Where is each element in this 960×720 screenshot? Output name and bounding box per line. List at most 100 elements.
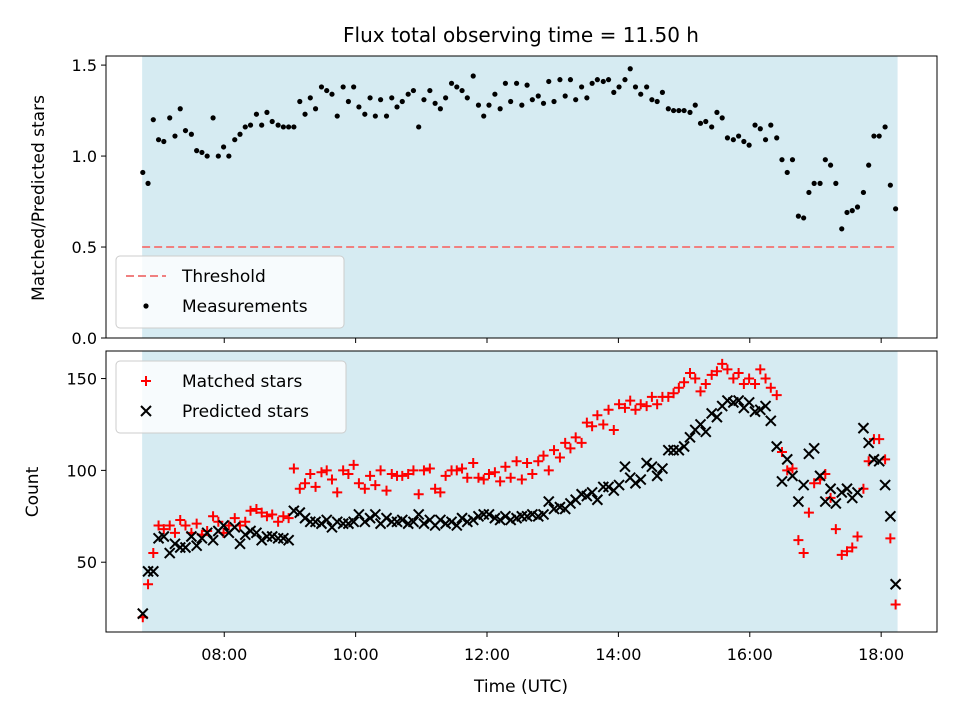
predicted-stars-point (158, 530, 170, 543)
xtick-label: 16:00 (727, 645, 773, 664)
xtick-label: 12:00 (464, 645, 510, 664)
measurements-point (372, 113, 378, 119)
matched-stars-point (153, 520, 164, 531)
predicted-stars-point (862, 437, 875, 449)
predicted-stars-point (684, 431, 696, 444)
matched-stars-point (316, 467, 327, 478)
measurements-point (345, 98, 352, 105)
legend-marker-swatch (141, 376, 151, 386)
predicted-stars-point (543, 495, 555, 508)
measurements-point (399, 98, 405, 105)
measurements-point (649, 97, 655, 103)
predicted-stars-point (765, 415, 777, 427)
matched-stars-point (619, 402, 630, 413)
measurements-point (497, 106, 503, 112)
matched-stars-point (614, 399, 625, 410)
measurements-point (557, 77, 563, 83)
measurements-point (334, 113, 340, 119)
measurements-point (324, 87, 330, 94)
measurements-point (356, 104, 362, 110)
predicted-stars-point (359, 516, 371, 528)
matched-stars-point (424, 463, 435, 474)
measurements-point (670, 107, 677, 114)
matched-stars-point (522, 458, 533, 469)
matched-stars-point (267, 509, 278, 520)
measurements-point (893, 206, 899, 212)
measurements-point (172, 133, 178, 139)
matched-stars-point (603, 404, 614, 415)
measurements-point (887, 182, 893, 188)
measurements-point (508, 98, 514, 105)
predicted-stars-point (711, 411, 723, 423)
bottom-ytick-label: 100 (66, 461, 97, 480)
matched-stars-point (874, 434, 885, 445)
matched-stars-point (673, 382, 684, 393)
matched-stars-point (240, 516, 251, 527)
predicted-stars-point (814, 470, 826, 482)
matched-stars-point (527, 469, 538, 480)
matched-stars-point (468, 458, 479, 469)
matched-stars-point (381, 485, 392, 496)
matched-stars-point (635, 399, 646, 410)
top-panel: 0.0 0.5 1.0 1.5 Threshold Measurements (72, 55, 938, 348)
measurements-point (405, 91, 411, 97)
xtick-label: 08:00 (201, 645, 247, 664)
measurements-point (367, 95, 373, 101)
measurements-point (410, 87, 417, 94)
top-ytick-label: 1.0 (72, 147, 97, 166)
measurements-point (876, 133, 882, 139)
predicted-stars-point (836, 486, 848, 499)
measurements-point (774, 135, 780, 141)
matched-stars-point (885, 533, 896, 544)
measurements-point (871, 133, 877, 139)
measurements-point (513, 80, 520, 86)
predicted-stars-point (602, 481, 615, 493)
predicted-stars-point (315, 517, 328, 530)
measurements-point (340, 84, 346, 90)
legend-label: Threshold (181, 267, 266, 287)
matched-stars-point (435, 487, 446, 498)
predicted-stars-point (201, 527, 213, 539)
matched-stars-point (375, 465, 386, 476)
measurements-point (194, 148, 200, 154)
matched-stars-point (256, 507, 267, 518)
measurements-point (421, 97, 427, 103)
measurements-point (687, 109, 693, 115)
predicted-stars-point (190, 539, 203, 552)
measurements-point (475, 102, 482, 108)
measurements-point (703, 118, 709, 125)
predicted-stars-point (771, 440, 783, 453)
measurements-point (232, 137, 238, 143)
measurements-point (562, 93, 568, 99)
matched-stars-point (830, 524, 841, 535)
matched-stars-point (440, 470, 451, 481)
measurements-point (215, 153, 221, 159)
matched-stars-point (457, 463, 468, 474)
matched-stars-point (538, 450, 549, 461)
predicted-stars-point (451, 519, 463, 532)
predicted-stars-point (347, 516, 360, 528)
measurements-point (551, 98, 557, 105)
measurements-point (697, 120, 704, 126)
matched-stars-point (549, 445, 560, 456)
measurements-point (736, 133, 742, 139)
predicted-stars-point (434, 514, 447, 526)
matched-stars-point (587, 421, 598, 432)
predicted-stars-point (673, 444, 685, 456)
predicted-stars-point (792, 495, 805, 508)
bottom-legend: Matched stars Predicted stars (115, 360, 347, 434)
top-panel-ylabel: Matched/Predicted stars (29, 95, 49, 301)
measurements-point (676, 107, 682, 114)
top-legend-box (115, 255, 345, 329)
predicted-stars-point (619, 460, 631, 473)
matched-stars-point (825, 492, 836, 503)
matched-stars-point (852, 531, 863, 542)
matched-stars-point (679, 377, 690, 388)
measurements-point (155, 137, 162, 143)
measurements-point (312, 106, 319, 112)
measurements-point (789, 157, 796, 163)
predicted-stars-point (591, 494, 604, 506)
measurements-point (806, 189, 812, 196)
measurements-point (145, 180, 151, 186)
measurements-point (757, 126, 763, 132)
